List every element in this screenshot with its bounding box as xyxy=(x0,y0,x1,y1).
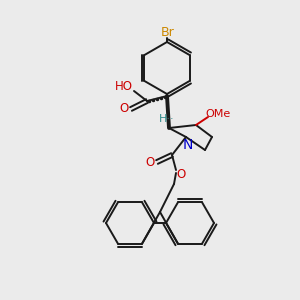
Text: HO: HO xyxy=(115,80,133,94)
Text: OMe: OMe xyxy=(206,109,231,119)
Text: O: O xyxy=(176,167,186,181)
Text: O: O xyxy=(146,155,154,169)
Text: H··: H·· xyxy=(159,114,175,124)
Text: Br: Br xyxy=(161,26,175,38)
Text: O: O xyxy=(119,103,129,116)
Text: N: N xyxy=(183,138,193,152)
